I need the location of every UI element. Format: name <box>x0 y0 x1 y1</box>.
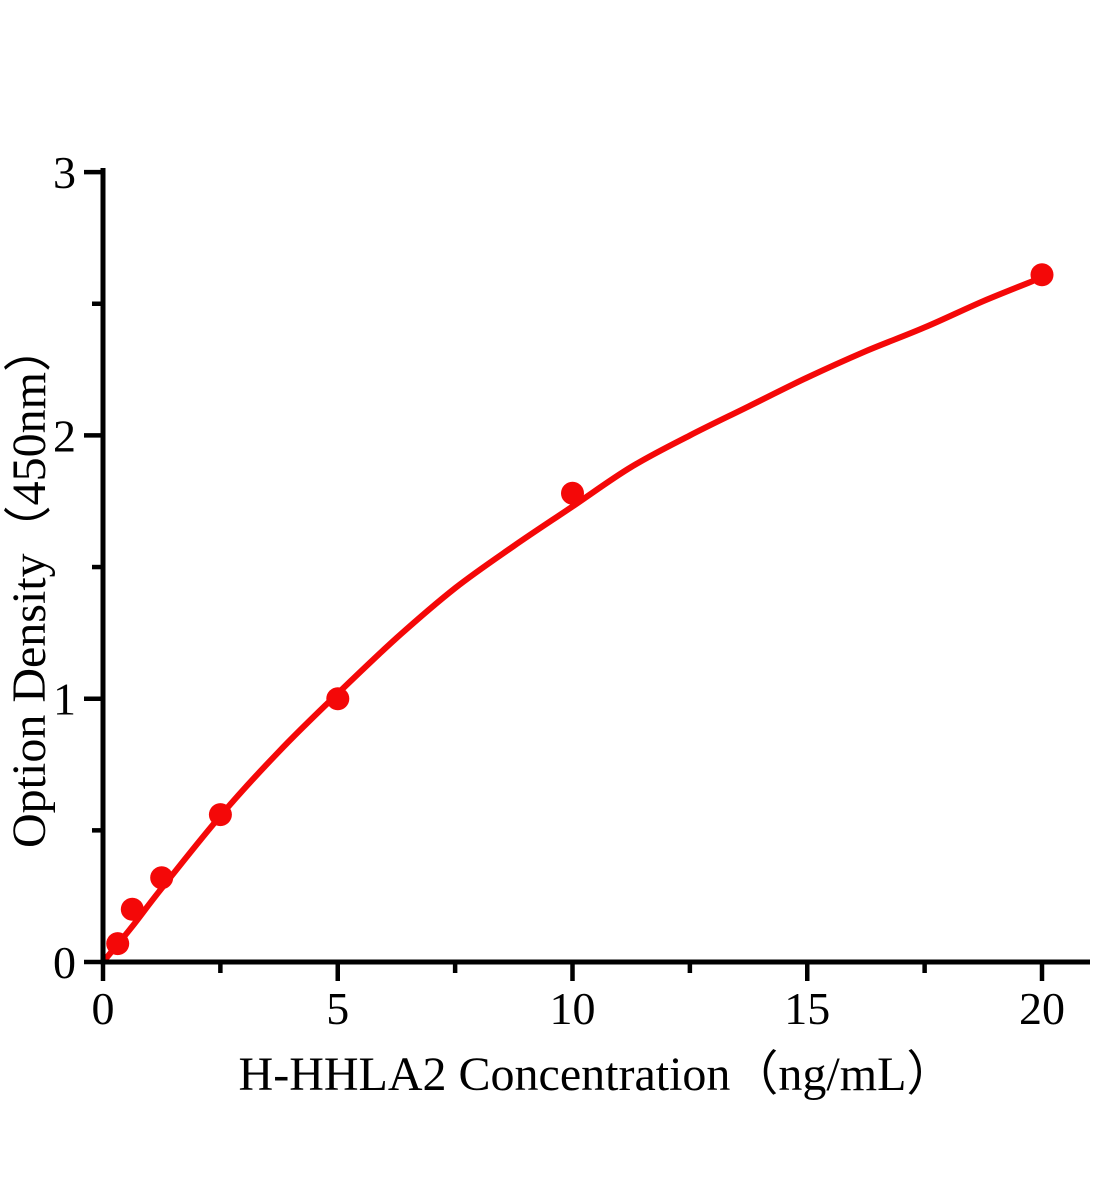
data-point <box>106 932 130 956</box>
x-tick-label: 0 <box>92 983 115 1034</box>
x-axis-title: H-HHLA2 Concentration（ng/mL） <box>238 1048 955 1101</box>
data-point <box>326 687 350 711</box>
data-point <box>561 481 584 505</box>
data-point <box>150 866 174 890</box>
x-tick-label: 10 <box>550 983 596 1034</box>
fit-curve <box>100 274 1045 965</box>
x-tick-label: 15 <box>784 983 830 1034</box>
data-point <box>1030 263 1054 287</box>
y-axis-title: Option Density（450nm） <box>3 324 56 848</box>
x-tick-label: 20 <box>1019 983 1065 1034</box>
y-tick-label: 2 <box>53 410 76 461</box>
data-point <box>120 897 144 921</box>
y-tick-label: 3 <box>53 147 76 198</box>
data-point <box>208 803 232 827</box>
y-tick-label: 1 <box>53 674 76 725</box>
y-tick-label: 0 <box>53 937 76 988</box>
x-tick-label: 5 <box>326 983 349 1034</box>
